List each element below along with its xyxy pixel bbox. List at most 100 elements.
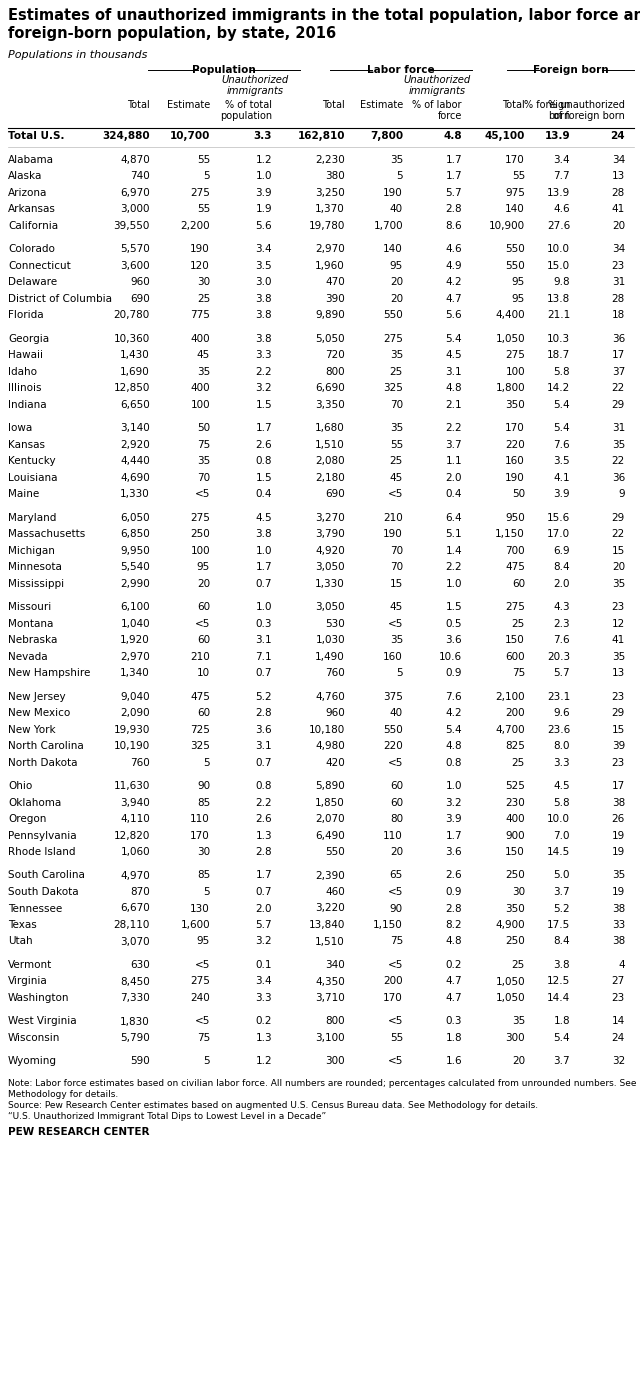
Text: 11,630: 11,630 bbox=[114, 781, 150, 791]
Text: 162,810: 162,810 bbox=[298, 131, 345, 142]
Text: 250: 250 bbox=[505, 936, 525, 946]
Text: 22: 22 bbox=[612, 529, 625, 539]
Text: 1.5: 1.5 bbox=[255, 473, 272, 483]
Text: Hawaii: Hawaii bbox=[8, 351, 43, 360]
Text: 4.5: 4.5 bbox=[255, 513, 272, 522]
Text: 3.7: 3.7 bbox=[554, 887, 570, 896]
Text: 630: 630 bbox=[131, 960, 150, 969]
Text: 0.9: 0.9 bbox=[445, 668, 462, 678]
Text: 5.0: 5.0 bbox=[554, 870, 570, 880]
Text: Colorado: Colorado bbox=[8, 243, 55, 254]
Text: 19: 19 bbox=[612, 887, 625, 896]
Text: 525: 525 bbox=[505, 781, 525, 791]
Text: 1,920: 1,920 bbox=[120, 635, 150, 645]
Text: 19,930: 19,930 bbox=[114, 725, 150, 734]
Text: 2,080: 2,080 bbox=[316, 456, 345, 466]
Text: 6,690: 6,690 bbox=[316, 384, 345, 393]
Text: 5.7: 5.7 bbox=[445, 187, 462, 198]
Text: Population: Population bbox=[192, 65, 256, 76]
Text: 210: 210 bbox=[383, 513, 403, 522]
Text: 0.4: 0.4 bbox=[255, 490, 272, 499]
Text: 12: 12 bbox=[612, 619, 625, 628]
Text: 35: 35 bbox=[612, 870, 625, 880]
Text: 400: 400 bbox=[190, 334, 210, 344]
Text: 17: 17 bbox=[612, 351, 625, 360]
Text: 3,790: 3,790 bbox=[316, 529, 345, 539]
Text: 5.7: 5.7 bbox=[554, 668, 570, 678]
Text: 27: 27 bbox=[612, 976, 625, 986]
Text: 1,150: 1,150 bbox=[373, 920, 403, 930]
Text: 2.2: 2.2 bbox=[255, 367, 272, 377]
Text: 1.7: 1.7 bbox=[255, 562, 272, 572]
Text: 1.0: 1.0 bbox=[255, 546, 272, 556]
Text: % unauthorized
of foreign born: % unauthorized of foreign born bbox=[548, 100, 625, 121]
Text: 400: 400 bbox=[190, 384, 210, 393]
Text: 5,570: 5,570 bbox=[120, 243, 150, 254]
Text: 2.3: 2.3 bbox=[554, 619, 570, 628]
Text: 7.1: 7.1 bbox=[255, 652, 272, 661]
Text: 13,840: 13,840 bbox=[308, 920, 345, 930]
Text: 2.2: 2.2 bbox=[445, 424, 462, 433]
Text: 35: 35 bbox=[512, 1016, 525, 1027]
Text: 70: 70 bbox=[390, 562, 403, 572]
Text: 200: 200 bbox=[383, 976, 403, 986]
Text: 470: 470 bbox=[325, 276, 345, 287]
Text: 18: 18 bbox=[612, 309, 625, 320]
Text: Labor force: Labor force bbox=[367, 65, 435, 76]
Text: 1,800: 1,800 bbox=[495, 384, 525, 393]
Text: 75: 75 bbox=[512, 668, 525, 678]
Text: Arizona: Arizona bbox=[8, 187, 47, 198]
Text: 6,490: 6,490 bbox=[316, 830, 345, 840]
Text: 95: 95 bbox=[512, 293, 525, 304]
Text: Populations in thousands: Populations in thousands bbox=[8, 49, 147, 60]
Text: 20,780: 20,780 bbox=[114, 309, 150, 320]
Text: 1,340: 1,340 bbox=[120, 668, 150, 678]
Text: 70: 70 bbox=[390, 400, 403, 410]
Text: 2,970: 2,970 bbox=[120, 652, 150, 661]
Text: 5.4: 5.4 bbox=[445, 334, 462, 344]
Text: 1,430: 1,430 bbox=[120, 351, 150, 360]
Text: 31: 31 bbox=[612, 276, 625, 287]
Text: Wyoming: Wyoming bbox=[8, 1056, 57, 1067]
Text: 0.3: 0.3 bbox=[255, 619, 272, 628]
Text: 3.4: 3.4 bbox=[255, 976, 272, 986]
Text: 420: 420 bbox=[325, 758, 345, 767]
Text: 3.5: 3.5 bbox=[255, 260, 272, 271]
Text: 85: 85 bbox=[196, 870, 210, 880]
Text: 5.2: 5.2 bbox=[255, 692, 272, 701]
Text: 1.4: 1.4 bbox=[445, 546, 462, 556]
Text: 33: 33 bbox=[612, 920, 625, 930]
Text: 31: 31 bbox=[612, 424, 625, 433]
Text: 3.4: 3.4 bbox=[255, 243, 272, 254]
Text: 28: 28 bbox=[612, 187, 625, 198]
Text: 35: 35 bbox=[390, 635, 403, 645]
Text: Alaska: Alaska bbox=[8, 170, 42, 182]
Text: Kentucky: Kentucky bbox=[8, 456, 56, 466]
Text: 324,880: 324,880 bbox=[102, 131, 150, 142]
Text: Alabama: Alabama bbox=[8, 154, 54, 165]
Text: 5: 5 bbox=[204, 887, 210, 896]
Text: 80: 80 bbox=[390, 814, 403, 824]
Text: 400: 400 bbox=[506, 814, 525, 824]
Text: 75: 75 bbox=[390, 936, 403, 946]
Text: 10,700: 10,700 bbox=[170, 131, 210, 142]
Text: Arkansas: Arkansas bbox=[8, 204, 56, 214]
Text: 45,100: 45,100 bbox=[484, 131, 525, 142]
Text: 5.6: 5.6 bbox=[255, 220, 272, 231]
Text: <5: <5 bbox=[195, 960, 210, 969]
Text: 4.8: 4.8 bbox=[445, 384, 462, 393]
Text: 55: 55 bbox=[196, 204, 210, 214]
Text: 3.9: 3.9 bbox=[255, 187, 272, 198]
Text: Washington: Washington bbox=[8, 993, 70, 1002]
Text: 0.5: 0.5 bbox=[445, 619, 462, 628]
Text: 10.3: 10.3 bbox=[547, 334, 570, 344]
Text: 2.2: 2.2 bbox=[445, 562, 462, 572]
Text: Connecticut: Connecticut bbox=[8, 260, 71, 271]
Text: 475: 475 bbox=[505, 562, 525, 572]
Text: 460: 460 bbox=[325, 887, 345, 896]
Text: 5.2: 5.2 bbox=[554, 903, 570, 913]
Text: 190: 190 bbox=[383, 187, 403, 198]
Text: 40: 40 bbox=[390, 204, 403, 214]
Text: 8.2: 8.2 bbox=[445, 920, 462, 930]
Text: 300: 300 bbox=[506, 1033, 525, 1044]
